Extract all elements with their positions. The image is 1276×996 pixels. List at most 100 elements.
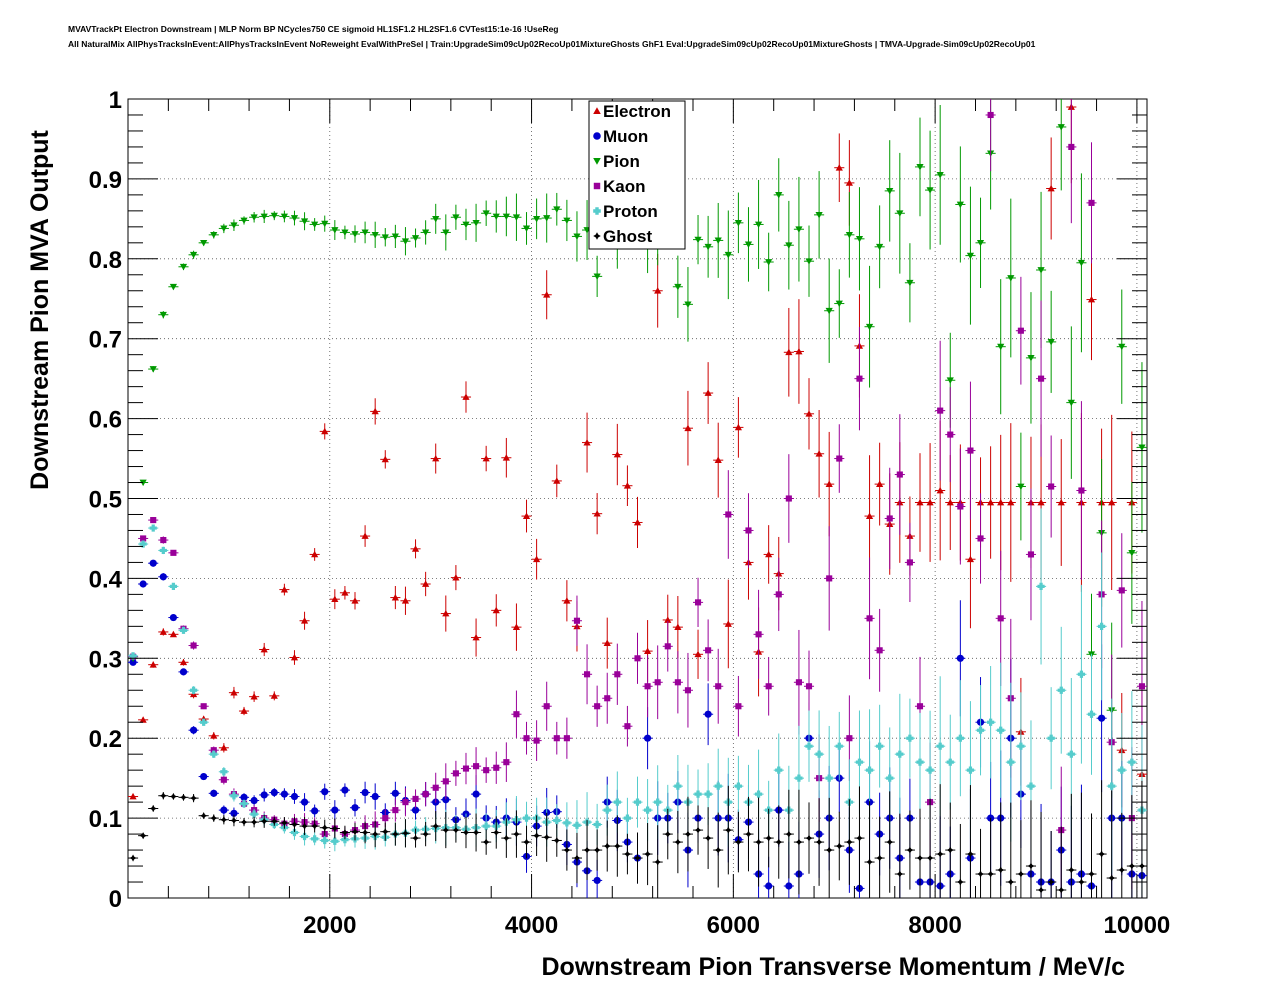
data-point xyxy=(382,815,389,822)
data-point xyxy=(1078,487,1085,494)
data-point xyxy=(492,828,500,837)
data-point xyxy=(603,639,611,646)
data-point xyxy=(1047,878,1055,886)
data-point xyxy=(492,606,500,614)
legend-box xyxy=(588,100,686,250)
data-point xyxy=(1027,354,1035,362)
data-point xyxy=(159,311,167,319)
axis-ticks xyxy=(128,98,1147,899)
data-point xyxy=(876,742,884,750)
data-point xyxy=(1017,483,1025,491)
data-point xyxy=(946,498,954,506)
x-tick-label: 8000 xyxy=(908,912,961,939)
data-point xyxy=(936,172,944,179)
data-point xyxy=(381,234,389,241)
data-point xyxy=(1047,734,1055,742)
data-point xyxy=(997,498,1005,506)
data-point xyxy=(482,838,490,846)
data-point xyxy=(452,826,460,834)
data-point xyxy=(442,796,450,804)
data-point xyxy=(785,882,793,890)
data-point xyxy=(482,822,490,830)
data-point xyxy=(260,817,268,825)
data-point xyxy=(371,231,379,239)
y-axis-title: Downstream Pion MVA Output xyxy=(26,129,54,489)
data-point xyxy=(300,218,309,225)
data-point xyxy=(1077,670,1086,678)
data-point xyxy=(381,828,389,836)
data-point xyxy=(1088,199,1095,206)
data-point xyxy=(139,580,147,588)
data-point xyxy=(179,263,188,271)
data-point xyxy=(825,480,833,487)
data-point xyxy=(240,217,248,225)
data-point xyxy=(331,806,339,814)
data-point xyxy=(846,735,853,742)
data-point xyxy=(1128,549,1136,557)
data-point xyxy=(331,837,339,845)
data-point xyxy=(250,693,258,700)
data-point xyxy=(169,630,178,638)
data-point xyxy=(1128,862,1136,870)
data-point xyxy=(442,778,449,785)
data-point xyxy=(472,828,480,837)
data-point xyxy=(593,876,601,885)
data-point xyxy=(643,850,652,858)
data-point xyxy=(613,798,621,806)
data-point xyxy=(886,188,894,195)
data-point xyxy=(805,683,813,690)
data-point xyxy=(684,301,692,308)
data-point xyxy=(976,870,985,878)
data-point xyxy=(311,807,319,815)
data-point xyxy=(735,703,742,710)
data-point xyxy=(926,766,934,774)
data-point xyxy=(1038,375,1045,382)
x-tick-label: 10000 xyxy=(1104,912,1171,939)
data-point xyxy=(351,231,359,238)
data-point xyxy=(724,620,732,627)
data-point xyxy=(412,795,419,802)
data-point xyxy=(775,838,783,846)
data-point xyxy=(169,613,178,622)
data-point xyxy=(765,882,773,890)
data-point xyxy=(654,858,662,866)
data-point xyxy=(411,834,420,842)
data-point xyxy=(139,540,147,548)
data-point xyxy=(250,796,258,805)
data-point xyxy=(604,695,611,702)
x-axis-title: Downstream Pion Transverse Momentum / Me… xyxy=(542,953,1126,981)
data-point xyxy=(876,854,884,862)
data-point xyxy=(250,810,258,818)
data-point xyxy=(533,737,540,744)
data-point xyxy=(715,683,722,690)
data-point xyxy=(442,229,450,237)
data-point xyxy=(674,838,682,846)
data-point xyxy=(744,830,753,838)
data-point xyxy=(896,750,904,758)
data-point xyxy=(936,486,944,494)
data-point xyxy=(149,804,157,813)
data-point xyxy=(300,617,309,624)
data-point xyxy=(573,854,581,862)
data-point xyxy=(159,546,167,555)
data-point xyxy=(341,828,349,837)
data-point xyxy=(1057,686,1065,694)
data-point xyxy=(1007,878,1015,886)
data-point xyxy=(936,850,944,858)
data-point xyxy=(523,735,530,742)
data-point xyxy=(462,828,470,837)
data-point xyxy=(865,766,874,774)
data-point xyxy=(865,323,874,331)
data-point xyxy=(987,111,994,119)
data-point xyxy=(643,806,652,814)
data-point xyxy=(1067,866,1075,874)
legend-label-pion: Pion xyxy=(603,152,640,171)
data-point xyxy=(805,742,813,750)
data-point xyxy=(836,455,843,462)
data-point xyxy=(230,809,238,817)
data-point xyxy=(139,832,147,840)
data-point xyxy=(553,816,561,825)
data-point xyxy=(513,711,520,718)
data-point xyxy=(452,770,459,777)
data-point xyxy=(341,786,349,794)
